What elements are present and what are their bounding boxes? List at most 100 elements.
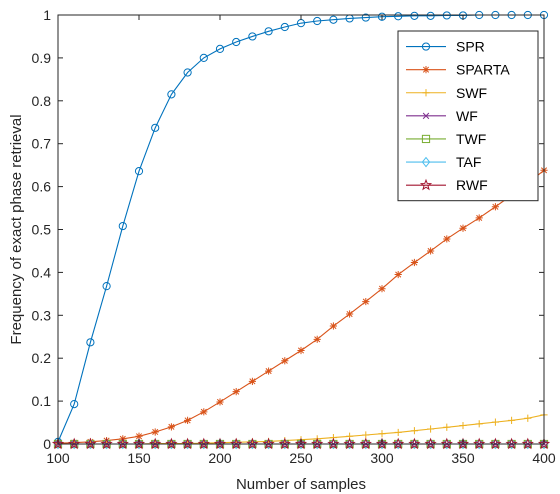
data-point-sparta [394, 270, 402, 279]
x-tick-label: 400 [532, 450, 556, 466]
x-axis-title: Number of samples [236, 476, 366, 493]
data-point-sparta [216, 398, 224, 406]
data-point-rwf [392, 437, 405, 450]
x-tick-label: 150 [127, 450, 151, 466]
data-point-rwf [84, 437, 97, 450]
data-point-sparta [329, 322, 337, 330]
data-point-sparta [167, 423, 175, 431]
data-point-sparta [427, 247, 435, 255]
legend-marker-wf [422, 112, 430, 120]
x-tick-label: 350 [451, 450, 475, 466]
legend-item-twf: TWF [406, 131, 486, 147]
data-point-spr [280, 22, 289, 32]
data-point-spr [232, 37, 241, 47]
data-point-rwf [440, 437, 453, 450]
legend-item-sparta: SPARTA [406, 62, 510, 78]
data-point-spr [361, 13, 370, 22]
legend-label-taf: TAF [456, 154, 481, 170]
data-point-rwf [181, 437, 194, 450]
x-tick-label: 200 [208, 450, 232, 466]
data-point-rwf [359, 437, 372, 450]
data-point-rwf [537, 437, 551, 450]
data-point-rwf [149, 437, 162, 450]
data-point-spr [151, 123, 160, 132]
legend-item-wf: WF [406, 108, 478, 124]
y-tick-label: 0.8 [32, 93, 52, 109]
data-point-rwf [327, 437, 340, 450]
data-point-rwf [68, 437, 81, 450]
data-point-spr [215, 44, 225, 53]
legend-marker-twf [421, 134, 431, 144]
data-point-spr [313, 16, 322, 26]
data-point-spr [394, 12, 403, 21]
y-tick-label: 0.6 [32, 179, 52, 195]
data-point-rwf [505, 437, 518, 450]
y-tick-label: 1 [43, 7, 51, 23]
data-point-rwf [375, 437, 389, 450]
data-point-swf [410, 427, 418, 435]
data-point-sparta [443, 235, 451, 243]
data-point-rwf [132, 437, 146, 450]
data-point-spr [183, 68, 192, 77]
legend-marker-taf [421, 156, 431, 168]
data-point-sparta [248, 377, 256, 385]
data-point-rwf [521, 437, 534, 450]
data-point-spr [248, 32, 257, 41]
data-point-spr [426, 11, 435, 20]
y-axis-title: Frequency of exact phase retrieval [8, 114, 25, 344]
data-point-swf [443, 423, 451, 431]
y-tick-label: 0 [43, 436, 51, 452]
y-tick-label: 0.1 [32, 393, 52, 409]
y-tick-label: 0.2 [32, 350, 52, 366]
data-point-rwf [408, 437, 421, 450]
y-tick-label: 0.4 [32, 264, 52, 280]
data-point-rwf [230, 437, 243, 450]
data-point-rwf [116, 437, 129, 450]
data-point-spr [167, 90, 176, 99]
data-point-sparta [297, 346, 305, 355]
data-point-sparta [313, 335, 321, 343]
data-point-swf [508, 416, 516, 425]
data-point-sparta [362, 297, 370, 306]
legend-label-swf: SWF [456, 85, 487, 101]
data-point-sparta [184, 416, 192, 425]
data-point-spr [377, 12, 387, 21]
legend-item-rwf: RWF [406, 177, 488, 193]
data-point-swf [394, 428, 402, 437]
data-point-swf [459, 421, 467, 430]
data-point-spr [410, 11, 419, 20]
data-point-spr [264, 27, 273, 36]
y-tick-label: 0.5 [32, 222, 52, 238]
data-point-rwf [456, 437, 470, 450]
data-point-rwf [343, 437, 356, 450]
data-point-sparta [459, 224, 467, 232]
data-point-spr [329, 15, 338, 24]
legend-label-sparta: SPARTA [456, 62, 510, 78]
legend: SPR SPARTA SWF WF TWF TAF RWF [397, 30, 539, 202]
legend-marker-swf [422, 89, 430, 97]
data-point-rwf [100, 437, 113, 450]
legend-item-spr: SPR [406, 39, 485, 55]
data-point-spr [102, 282, 111, 291]
data-point-sparta [475, 214, 483, 222]
data-point-sparta [410, 258, 418, 267]
y-tick-label: 0.9 [32, 50, 52, 66]
data-point-rwf [489, 437, 502, 450]
x-tick-label: 300 [370, 450, 394, 466]
data-point-rwf [294, 437, 308, 450]
x-tick-label: 100 [46, 450, 70, 466]
ticks-layer: 100 150 200 250 300 350 400 0 0.1 0.2 0.3 0.4 0.5 0.6… [32, 7, 556, 466]
data-point-sparta [135, 432, 143, 440]
legend-label-rwf: RWF [456, 177, 488, 193]
data-point-sparta [346, 310, 354, 318]
legend-label-spr: SPR [456, 39, 485, 55]
data-point-spr [70, 400, 79, 409]
data-point-sparta [281, 357, 289, 365]
data-point-rwf [278, 437, 291, 450]
data-point-rwf [424, 437, 437, 450]
data-point-swf [524, 414, 532, 422]
data-point-swf [427, 425, 435, 433]
data-point-swf [475, 420, 483, 428]
data-point-rwf [246, 437, 259, 450]
